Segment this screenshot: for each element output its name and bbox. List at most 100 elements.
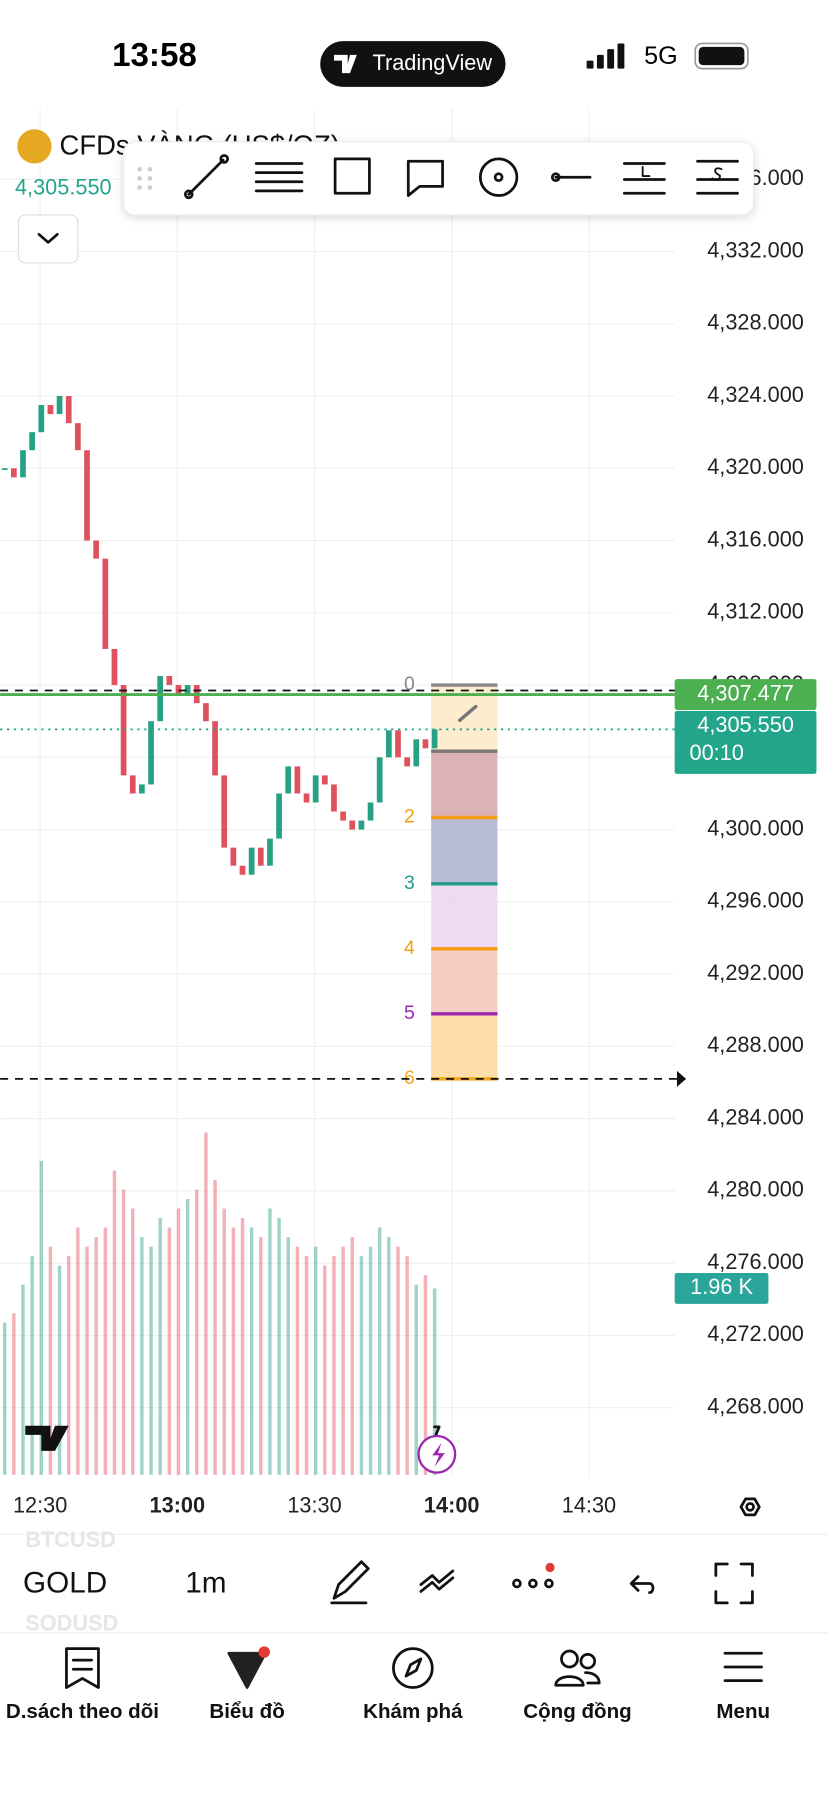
volume-bar: [167, 1227, 172, 1475]
y-tick-label: 4,296.000: [707, 888, 804, 913]
y-tick-label: 4,324.000: [707, 382, 804, 407]
drag-handle: [137, 166, 153, 190]
nav-label[interactable]: Menu: [716, 1700, 770, 1723]
volume-bar: [405, 1256, 409, 1475]
candle: [221, 775, 228, 848]
nav-icons[interactable]: [65, 1647, 763, 1689]
volume-bar: [286, 1237, 290, 1475]
y-tick-label: 4,332.000: [707, 237, 804, 262]
y-tick-label: 4,300.000: [707, 815, 804, 840]
candle: [184, 685, 191, 695]
fib-label: 2: [404, 806, 415, 828]
chevron: [37, 233, 59, 244]
volume-bar: [67, 1256, 71, 1475]
battery-level: [698, 46, 745, 66]
candle: [385, 730, 392, 758]
y-tick-label: 4,280.000: [707, 1177, 804, 1202]
volume-bar: [213, 1179, 217, 1475]
y-tick-label: 4,288.000: [707, 1032, 804, 1057]
volume-bar: [30, 1256, 34, 1475]
y-tick-label: 4,284.000: [707, 1104, 804, 1129]
volume-bar: [313, 1246, 318, 1475]
fib-zone: [431, 1013, 498, 1079]
candle: [175, 685, 182, 695]
fib-zone: [431, 883, 498, 949]
candle: [65, 396, 72, 424]
volume-bar: [249, 1227, 254, 1475]
fib-label: 6: [404, 1067, 415, 1089]
tv-logo: [25, 1425, 69, 1451]
price-tag: [674, 711, 817, 774]
fib-label: 5: [404, 1002, 415, 1024]
clock: 13:58: [112, 37, 197, 74]
candle: [340, 811, 346, 821]
candle: [376, 757, 383, 803]
candle: [267, 838, 273, 866]
volume-tag-label: 1.96 K: [690, 1274, 753, 1299]
candle: [1, 468, 8, 471]
badge: [258, 1646, 270, 1658]
volume-bar: [423, 1275, 428, 1475]
candle: [248, 847, 255, 875]
expand-button[interactable]: [17, 214, 79, 264]
candle: [129, 775, 136, 794]
candle: [349, 820, 356, 830]
settings[interactable]: [739, 1497, 761, 1517]
symbol-faded[interactable]: BTCUSD: [25, 1527, 116, 1552]
tool-icons[interactable]: [183, 154, 739, 200]
volume-bar: [304, 1256, 309, 1475]
symbol-icon: [17, 129, 52, 164]
volume-bar: [359, 1256, 364, 1475]
candle: [157, 676, 164, 722]
candle: [38, 405, 45, 433]
nav-label[interactable]: Cộng đồng: [523, 1700, 631, 1723]
volume-bar: [176, 1208, 181, 1475]
volume-bar: [195, 1189, 199, 1475]
volume-bar: [396, 1246, 400, 1475]
symbol-current[interactable]: GOLD: [23, 1566, 107, 1599]
chart-tools[interactable]: [330, 1560, 754, 1605]
candle: [431, 729, 438, 749]
volume-bar: [149, 1246, 153, 1475]
candle: [395, 730, 401, 758]
volume-bar: [140, 1237, 144, 1475]
volume-bar: [323, 1265, 327, 1475]
volume-bar: [222, 1208, 226, 1475]
volume-bar: [2, 1322, 7, 1475]
y-tick-label: 4,312.000: [707, 599, 804, 624]
volume-bar: [94, 1237, 98, 1475]
volume-bar: [231, 1227, 236, 1475]
volume-bar: [350, 1237, 354, 1475]
volume-bar: [21, 1284, 25, 1475]
candle: [331, 784, 337, 812]
volume-bar: [185, 1199, 190, 1475]
candle: [404, 757, 410, 767]
volume-bar: [387, 1237, 391, 1475]
candle: [276, 793, 282, 839]
volume-bar: [48, 1246, 53, 1475]
volume-bar: [112, 1170, 117, 1475]
candle: [321, 775, 328, 785]
fib-label: 0: [404, 673, 415, 695]
interval[interactable]: 1m: [185, 1566, 226, 1599]
candle: [367, 802, 374, 821]
brand-logo: [333, 54, 357, 74]
fib-zone: [431, 817, 498, 884]
line-handle: [676, 1070, 687, 1087]
symbol-faded[interactable]: SODUSD: [25, 1610, 118, 1635]
volume-bar: [240, 1218, 245, 1475]
candle: [230, 847, 237, 866]
fib-label: 4: [404, 937, 415, 959]
nav-label[interactable]: D.sách theo dõi: [6, 1700, 159, 1723]
candle: [285, 766, 292, 794]
y-tick-label: 4,328.000: [707, 310, 804, 335]
nav-label[interactable]: Khám phá: [363, 1700, 463, 1723]
candle: [257, 847, 264, 866]
candle: [239, 865, 246, 875]
candle: [84, 450, 90, 541]
volume-bar: [158, 1218, 162, 1475]
candle: [120, 685, 127, 776]
candle: [166, 676, 173, 686]
candle: [358, 820, 365, 830]
nav-label[interactable]: Biểu đồ: [209, 1700, 284, 1723]
